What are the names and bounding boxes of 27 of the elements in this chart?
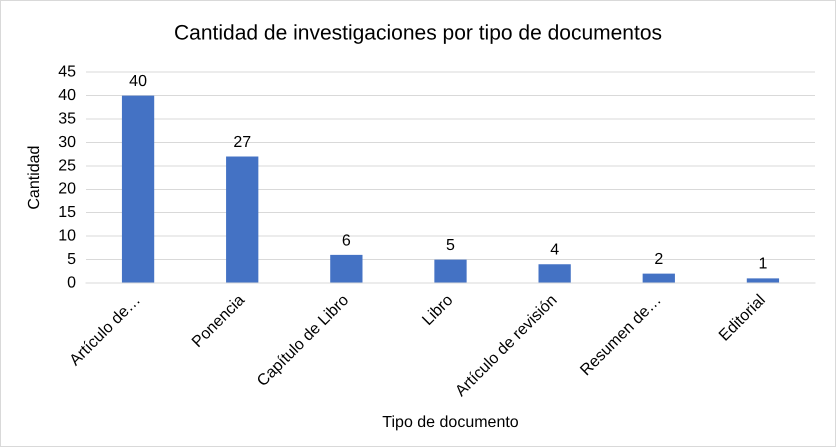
y-tick-label: 5 <box>67 250 76 268</box>
y-tick-label: 45 <box>58 64 76 81</box>
data-label: 4 <box>550 242 560 259</box>
y-tick-label: 25 <box>58 157 76 174</box>
y-tick-label: 15 <box>58 204 76 222</box>
bar <box>434 260 467 283</box>
bar <box>330 254 362 283</box>
bar <box>122 96 154 283</box>
bar <box>538 264 571 283</box>
data-label: 2 <box>654 251 664 268</box>
y-tick-label: 10 <box>58 228 76 245</box>
bar <box>746 278 780 283</box>
y-tick-label: 40 <box>58 87 76 104</box>
y-axis-title: Cantidad <box>26 146 44 210</box>
y-tick-label: 35 <box>58 110 76 128</box>
chart-title: Cantidad de investigaciones por tipo de documentos <box>174 21 662 44</box>
data-label: 5 <box>446 236 456 254</box>
bar <box>642 274 675 283</box>
x-axis-title: Tipo de documento <box>382 414 519 431</box>
y-tick-label: 20 <box>58 180 76 198</box>
data-label: 40 <box>129 73 148 90</box>
y-tick-label: 30 <box>58 134 76 151</box>
data-label: 27 <box>233 134 252 151</box>
data-label: 6 <box>342 232 351 250</box>
bar <box>226 156 258 283</box>
data-label: 1 <box>758 256 768 273</box>
y-tick-label: 0 <box>67 274 76 292</box>
